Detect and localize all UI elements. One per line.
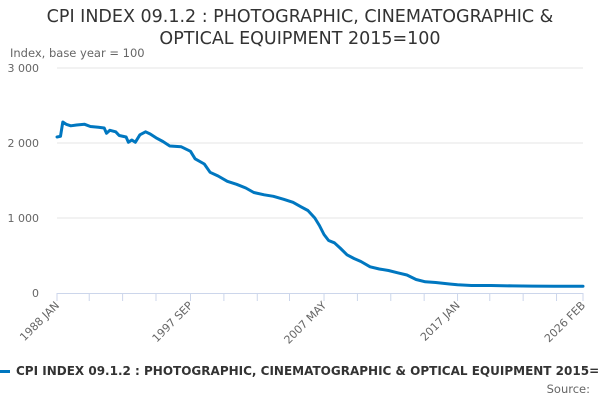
y-tick-label-2: 2 000: [8, 137, 40, 150]
legend-swatch: [0, 370, 10, 373]
x-tick-label-4: 2026 FEB: [542, 299, 588, 345]
gridlines: [57, 67, 583, 219]
chart-title: CPI INDEX 09.1.2 : PHOTOGRAPHIC, CINEMAT…: [0, 6, 600, 50]
series-group: [55, 120, 585, 288]
y-tick-label-1: 1 000: [8, 212, 40, 225]
series-line-0: [55, 120, 585, 288]
chart-title-line-1: CPI INDEX 09.1.2 : PHOTOGRAPHIC, CINEMAT…: [46, 7, 554, 27]
x-tick-label-0: 1988 JAN: [17, 299, 62, 344]
y-axis-title: Index, base year = 100: [10, 46, 145, 60]
y-tick-label-3: 3 000: [8, 62, 40, 75]
legend-label: CPI INDEX 09.1.2 : PHOTOGRAPHIC, CINEMAT…: [16, 364, 600, 378]
x-tick-label-1: 1997 SEP: [150, 299, 196, 345]
x-axis: 1988 JAN 1997 SEP 2007 MAY 2017 JAN 2026 FEB: [17, 293, 588, 347]
y-tick-label-0: 0: [32, 287, 39, 300]
x-tick-label-2: 2007 MAY: [282, 299, 330, 347]
legend[interactable]: CPI INDEX 09.1.2 : PHOTOGRAPHIC, CINEMAT…: [0, 364, 600, 378]
y-axis-ticks: 0 1 000 2 000 3 000: [8, 62, 40, 300]
source-note: Source:: [546, 382, 590, 396]
chart-title-line-2: OPTICAL EQUIPMENT 2015=100: [159, 29, 441, 49]
x-tick-label-3: 2017 JAN: [418, 299, 463, 344]
